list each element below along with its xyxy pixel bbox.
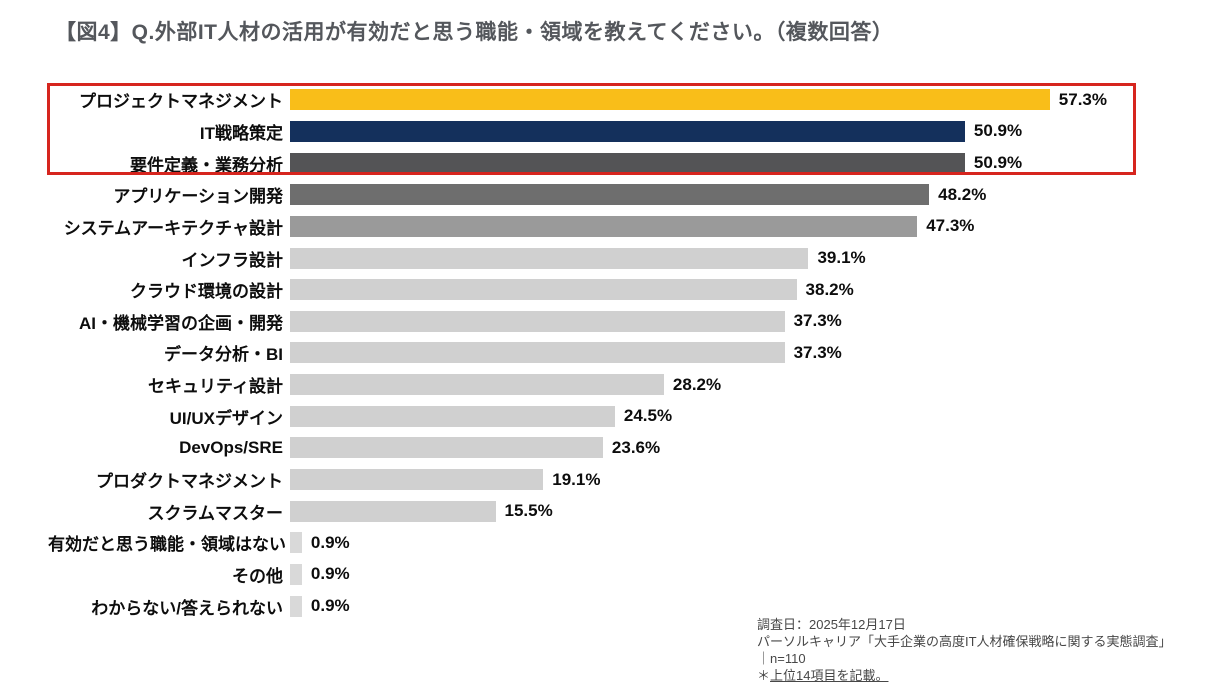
chart-row: 有効だと思う職能・領域はない 0.9% <box>48 527 1107 559</box>
bar <box>290 405 615 427</box>
bar <box>290 437 603 459</box>
category-label: IT戦略策定 <box>199 123 283 143</box>
page-title: 【図4】Q.外部IT人材の活用が有効だと思う職能・領域を教えてください。（複数回… <box>55 21 894 44</box>
bar <box>290 469 544 490</box>
bar <box>290 247 809 269</box>
category-label: DevOps/SRE <box>179 437 283 457</box>
chart-row: DevOps/SRE 23.6% <box>48 432 1107 464</box>
value-label: 28.2% <box>672 374 722 394</box>
value-label: 15.5% <box>504 501 553 521</box>
value-label: 24.5% <box>623 406 673 426</box>
value-label: 48.2% <box>938 184 987 204</box>
value-label: 19.1% <box>552 469 601 489</box>
chart-row: プロダクトマネジメント 19.1% <box>48 464 1107 496</box>
bar <box>290 310 785 332</box>
category-label: インフラ設計 <box>181 250 284 270</box>
bar <box>290 120 965 142</box>
chart-row: プロジェクトマネジメント 57.3% <box>48 84 1107 116</box>
footnote-line: 調査日：2025年12月17日 <box>757 617 906 632</box>
value-label: 23.6% <box>611 437 661 457</box>
category-label: AI・機械学習の企画・開発 <box>79 313 283 333</box>
bar <box>290 342 785 364</box>
chart-row: スクラムマスター 15.5% <box>48 495 1107 527</box>
category-label: 要件定義・業務分析 <box>130 155 283 175</box>
value-label: 57.3% <box>1058 89 1107 109</box>
category-label: アプリケーション開発 <box>113 187 283 207</box>
bar <box>290 184 930 206</box>
category-label: データ分析・BI <box>164 345 283 365</box>
bar <box>290 563 302 585</box>
bar <box>290 89 1050 111</box>
chart-row: IT戦略策定 50.9% <box>48 116 1107 148</box>
category-label: UI/UXデザイン <box>169 408 283 428</box>
chart-row: その他 0.9% <box>48 559 1107 591</box>
bar <box>290 279 797 301</box>
value-label: 50.9% <box>973 153 1023 173</box>
value-label: 0.9% <box>310 564 350 584</box>
value-label: 38.2% <box>805 279 854 299</box>
footnote-line: ｜n=110 <box>757 651 806 666</box>
footnote-line: ＊上位14項目を記載。 <box>757 667 1172 684</box>
category-label: その他 <box>232 566 283 586</box>
chart-row: アプリケーション開発 48.2% <box>48 179 1107 211</box>
bar <box>290 215 918 237</box>
chart-row: クラウド環境の設計 38.2% <box>48 274 1107 306</box>
value-label: 50.9% <box>973 121 1023 141</box>
bar <box>290 595 302 617</box>
bar <box>290 152 965 174</box>
chart-row: 要件定義・業務分析 50.9% <box>48 147 1107 179</box>
footnote-note-marker: ＊ <box>757 668 771 683</box>
chart-row: インフラ設計 39.1% <box>48 242 1107 274</box>
value-label: 0.9% <box>310 596 350 616</box>
category-label: プロダクトマネジメント <box>96 472 283 491</box>
footnote-note-text: 上位14項目を記載。 <box>770 668 889 683</box>
chart-row: データ分析・BI 37.3% <box>48 337 1107 369</box>
value-label: 39.1% <box>817 248 866 268</box>
chart-row: システムアーキテクチャ設計 47.3% <box>48 211 1107 243</box>
category-label: スクラムマスター <box>147 503 284 523</box>
category-label: プロジェクトマネジメント <box>79 92 283 112</box>
footnote-line: パーソルキャリア「大手企業の高度IT人材確保戦略に関する実態調査」 <box>757 634 1172 649</box>
bar <box>290 500 496 522</box>
value-label: 47.3% <box>926 216 975 236</box>
value-label: 0.9% <box>310 532 350 552</box>
category-label: セキュリティ設計 <box>148 377 283 397</box>
chart-row: AI・機械学習の企画・開発 37.3% <box>48 305 1107 337</box>
category-label: システムアーキテクチャ設計 <box>63 218 283 238</box>
chart-row: UI/UXデザイン 24.5% <box>48 400 1107 432</box>
category-label: 有効だと思う職能・領域はない <box>48 535 286 555</box>
category-label: クラウド環境の設計 <box>130 282 283 302</box>
category-label: わからない/答えられない <box>91 598 283 618</box>
bar-chart: プロジェクトマネジメント 57.3% IT戦略策定 50.9% 要件定義・業務分析 50.… <box>48 84 1107 622</box>
value-label: 37.3% <box>793 311 842 331</box>
bar <box>290 374 664 396</box>
value-label: 37.3% <box>793 342 842 362</box>
chart-row: セキュリティ設計 28.2% <box>48 369 1107 401</box>
source-footnote: 調査日：2025年12月17日 パーソルキャリア「大手企業の高度IT人材確保戦略… <box>757 616 1172 684</box>
bar <box>290 532 302 554</box>
chart-row: わからない/答えられない 0.9% <box>48 590 1107 622</box>
